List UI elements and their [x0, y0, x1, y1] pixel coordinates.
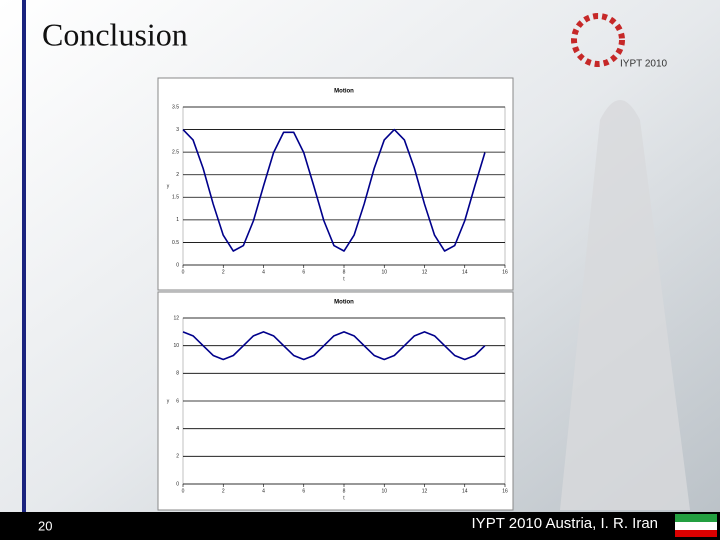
plot-area	[182, 106, 506, 266]
y-tick-label: 0.5	[172, 240, 179, 246]
x-tick-label: 4	[262, 269, 265, 275]
y-tick-label: 1	[176, 217, 179, 223]
chart-title: Motion	[334, 89, 354, 95]
y-tick-label: 4	[176, 426, 179, 432]
x-tick-label: 12	[422, 269, 428, 275]
x-axis-label: t	[343, 495, 345, 501]
y-tick-label: 6	[176, 398, 179, 404]
logo-ring	[571, 13, 625, 67]
logo-text: IYPT 2010	[620, 59, 668, 70]
y-tick-label: 0	[176, 262, 179, 268]
x-tick-label: 10	[381, 488, 387, 494]
x-tick-label: 4	[262, 488, 265, 494]
y-tick-label: 1.5	[172, 195, 179, 201]
x-tick-label: 0	[182, 488, 185, 494]
page-number: 20	[38, 518, 52, 533]
y-axis-label: y	[167, 183, 170, 189]
y-tick-label: 10	[173, 343, 179, 349]
x-tick-label: 0	[182, 269, 185, 275]
left-rule	[22, 0, 26, 512]
y-tick-label: 3.5	[172, 104, 179, 110]
x-tick-label: 14	[462, 269, 468, 275]
flag-green	[675, 514, 717, 522]
y-tick-label: 3	[176, 127, 179, 133]
y-tick-label: 8	[176, 371, 179, 377]
data-line	[182, 331, 486, 361]
x-axis-label: t	[343, 276, 345, 282]
slide-title: Conclusion	[42, 16, 188, 52]
x-tick-label: 8	[343, 269, 346, 275]
x-tick-label: 16	[502, 269, 508, 275]
data-line	[182, 128, 486, 252]
y-tick-label: 12	[173, 315, 179, 321]
x-tick-label: 14	[462, 488, 468, 494]
flag-white	[675, 522, 717, 530]
y-axis-label: y	[167, 398, 170, 404]
x-tick-label: 10	[381, 269, 387, 275]
y-tick-label: 0	[176, 481, 179, 487]
footer-bar	[0, 512, 720, 540]
y-tick-label: 2	[176, 454, 179, 460]
x-tick-label: 2	[222, 269, 225, 275]
footer-text: IYPT 2010 Austria, I. R. Iran	[472, 515, 658, 532]
y-tick-label: 2.5	[172, 149, 179, 155]
x-tick-label: 2	[222, 488, 225, 494]
x-tick-label: 12	[422, 488, 428, 494]
x-tick-label: 16	[502, 488, 508, 494]
x-tick-label: 8	[343, 488, 346, 494]
x-tick-label: 6	[302, 488, 305, 494]
y-tick-label: 2	[176, 172, 179, 178]
tower-shape	[560, 100, 690, 510]
chart-title: Motion	[334, 300, 354, 306]
x-tick-label: 6	[302, 269, 305, 275]
flag-red	[675, 530, 717, 537]
